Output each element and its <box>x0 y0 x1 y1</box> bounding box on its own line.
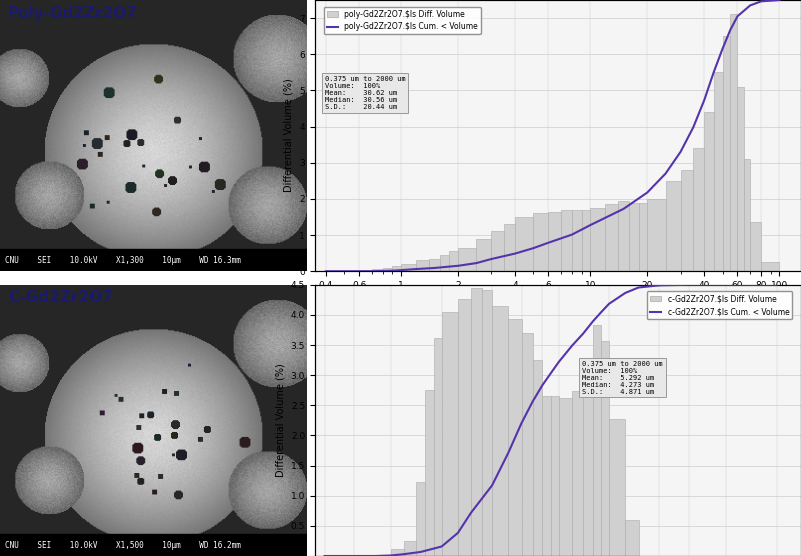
Bar <box>521 333 533 556</box>
Bar <box>401 264 416 271</box>
Text: 0.375 um to 2000 um
Volume:  100%
Mean:    5.292 um
Median:  4.273 um
S.D.:    4: 0.375 um to 2000 um Volume: 100% Mean: 5… <box>582 361 663 395</box>
Bar <box>602 341 609 556</box>
Bar <box>558 398 572 556</box>
Bar <box>416 483 425 556</box>
Bar <box>618 201 629 271</box>
Y-axis label: Differential Volume (%): Differential Volume (%) <box>284 79 294 192</box>
Bar <box>738 87 744 271</box>
Bar <box>491 231 504 271</box>
Y-axis label: Differential Volume (%): Differential Volume (%) <box>276 364 285 477</box>
Bar <box>572 210 582 271</box>
Bar <box>744 159 751 271</box>
Bar <box>561 210 572 271</box>
Bar <box>723 36 731 271</box>
Bar <box>425 390 434 556</box>
Bar <box>572 391 583 556</box>
Bar <box>704 112 714 271</box>
Text: 0.375 um to 2000 um
Volume:  100%
Mean:    30.62 um
Median:  30.56 um
S.D.:    2: 0.375 um to 2000 um Volume: 100% Mean: 3… <box>324 76 405 110</box>
Bar <box>629 202 638 271</box>
Bar <box>593 325 602 556</box>
Legend: poly-Gd2Zr2O7.$ls Diff. Volume, poly-Gd2Zr2O7.$ls Cum. < Volume: poly-Gd2Zr2O7.$ls Diff. Volume, poly-Gd2… <box>324 7 481 34</box>
Bar <box>372 269 383 271</box>
Legend: c-Gd2Zr2O7.$ls Diff. Volume, c-Gd2Zr2O7.$ls Cum. < Volume: c-Gd2Zr2O7.$ls Diff. Volume, c-Gd2Zr2O7.… <box>647 291 792 319</box>
Bar <box>477 239 491 271</box>
Bar <box>681 170 693 271</box>
Bar <box>731 14 738 271</box>
Bar <box>666 181 681 271</box>
Bar <box>551 396 558 556</box>
Bar <box>647 199 666 271</box>
Bar <box>471 288 482 556</box>
Bar <box>359 270 372 271</box>
Bar <box>429 259 440 271</box>
Text: Poly-Gd2Zr2O7: Poly-Gd2Zr2O7 <box>8 6 138 21</box>
Bar <box>391 549 405 556</box>
Bar <box>441 312 458 556</box>
Bar <box>609 419 626 556</box>
Bar <box>761 262 779 271</box>
Bar <box>606 204 618 271</box>
Bar <box>492 306 509 556</box>
Bar <box>626 520 638 556</box>
Bar <box>533 214 549 271</box>
Bar <box>509 319 521 556</box>
Bar <box>434 338 441 556</box>
Bar <box>515 217 533 271</box>
Bar <box>638 202 647 271</box>
Bar <box>549 211 561 271</box>
Bar <box>416 260 429 271</box>
X-axis label: Particle Diameter (um): Particle Diameter (um) <box>502 295 614 305</box>
Bar <box>582 210 590 271</box>
Text: CNU    SEI    10.0kV    X1,500    10μm    WD 16.2mm: CNU SEI 10.0kV X1,500 10μm WD 16.2mm <box>5 541 241 550</box>
Bar <box>440 255 449 271</box>
Bar <box>583 369 593 556</box>
Bar <box>693 148 704 271</box>
Bar <box>449 251 458 271</box>
Bar <box>458 299 471 556</box>
Bar <box>383 267 392 271</box>
Bar <box>504 224 515 271</box>
Bar <box>0 534 307 556</box>
Bar <box>0 249 307 271</box>
Bar <box>542 396 551 556</box>
Bar <box>533 360 542 556</box>
Bar <box>590 208 606 271</box>
Bar <box>751 222 761 271</box>
Text: 0% @ 623.3 um: 0% @ 623.3 um <box>525 313 591 322</box>
Bar <box>714 72 723 271</box>
Bar <box>458 248 477 271</box>
Text: CNU    SEI    10.0kV    X1,300    10μm    WD 16.3mm: CNU SEI 10.0kV X1,300 10μm WD 16.3mm <box>5 256 241 265</box>
Bar <box>392 266 401 271</box>
Bar <box>405 541 416 556</box>
Bar <box>482 290 492 556</box>
Text: C-Gd2Zr2O7: C-Gd2Zr2O7 <box>8 290 113 305</box>
